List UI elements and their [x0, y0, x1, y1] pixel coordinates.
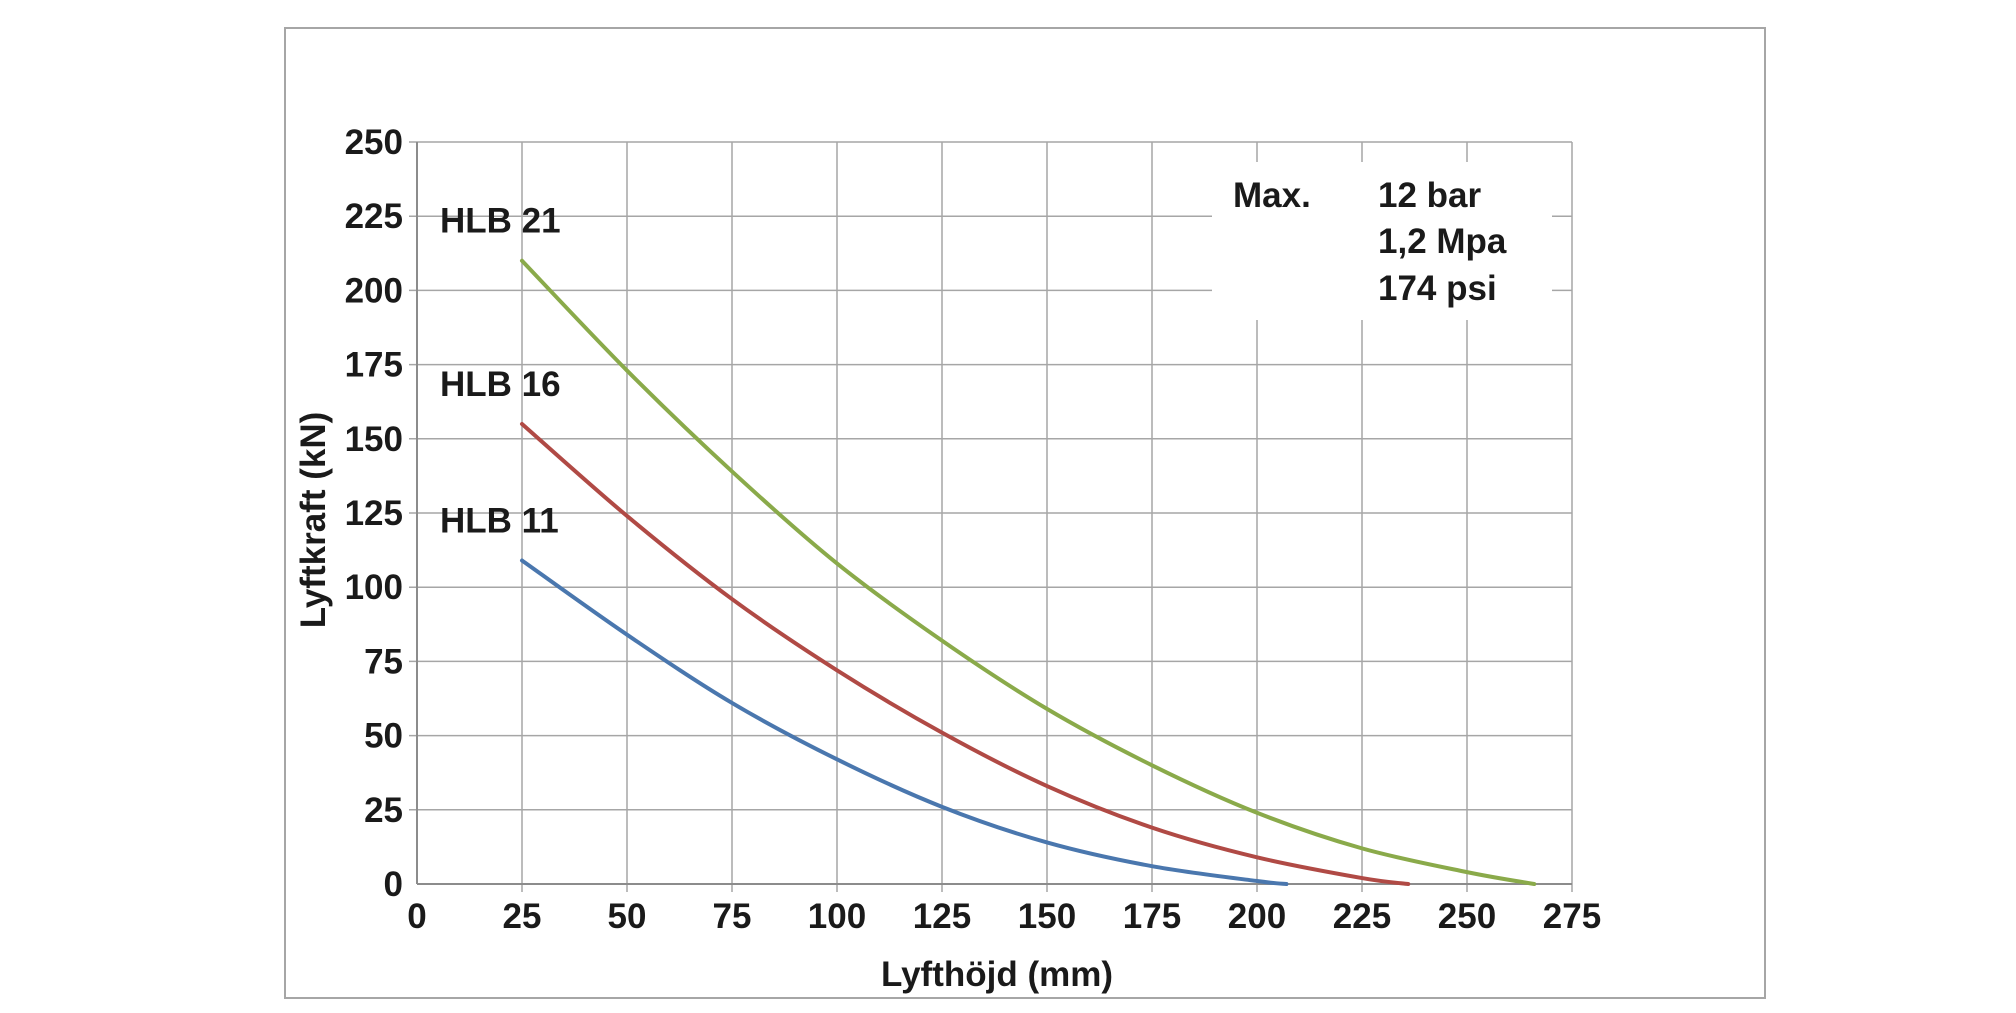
labels: Lyfthöjd (mm) Lyftkraft (kN) Max. 12 bar… [294, 176, 1507, 994]
x-tick-label: 225 [1333, 897, 1391, 936]
x-tick-label: 125 [913, 897, 971, 936]
series-line-hlb-21 [520, 258, 1537, 886]
y-tick-label: 225 [345, 197, 403, 236]
max-value-bar: 12 bar [1378, 176, 1481, 215]
y-tick-label: 150 [345, 420, 403, 459]
x-axis-title: Lyfthöjd (mm) [881, 955, 1113, 994]
x-tick-label: 200 [1228, 897, 1286, 936]
y-tick-label: 100 [345, 568, 403, 607]
x-tick-label: 0 [407, 897, 426, 936]
y-tick-label: 125 [345, 494, 403, 533]
y-tick-label: 50 [364, 717, 403, 756]
y-tick-label: 75 [364, 642, 403, 681]
series-lines [520, 258, 1537, 886]
x-tick-label: 25 [503, 897, 542, 936]
y-tick-label: 250 [345, 123, 403, 162]
y-tick-label: 175 [345, 346, 403, 385]
x-tick-label: 100 [808, 897, 866, 936]
max-value-mpa: 1,2 Mpa [1378, 222, 1507, 261]
series-label-hlb-21: HLB 21 [440, 202, 561, 241]
x-tick-label: 150 [1018, 897, 1076, 936]
max-annotation-box [1212, 162, 1552, 320]
axes: 0 25 50 75 100 125 150 175 200 225 250 275 0 25 50 75 10… [345, 123, 1602, 936]
max-value-psi: 174 psi [1378, 269, 1497, 308]
x-tick-label: 275 [1543, 897, 1601, 936]
series-label-hlb-11: HLB 11 [440, 501, 559, 540]
max-label: Max. [1233, 176, 1311, 215]
y-tick-label: 25 [364, 791, 403, 830]
y-tick-label: 0 [384, 865, 403, 904]
series-line-hlb-11 [520, 558, 1289, 886]
x-tick-label: 175 [1123, 897, 1181, 936]
x-tick-label: 250 [1438, 897, 1496, 936]
series-line-hlb-16 [520, 421, 1411, 886]
x-tick-label: 50 [608, 897, 647, 936]
y-axis-title: Lyftkraft (kN) [294, 412, 333, 629]
series-label-hlb-16: HLB 16 [440, 365, 561, 404]
y-tick-label: 200 [345, 271, 403, 310]
x-tick-label: 75 [713, 897, 752, 936]
